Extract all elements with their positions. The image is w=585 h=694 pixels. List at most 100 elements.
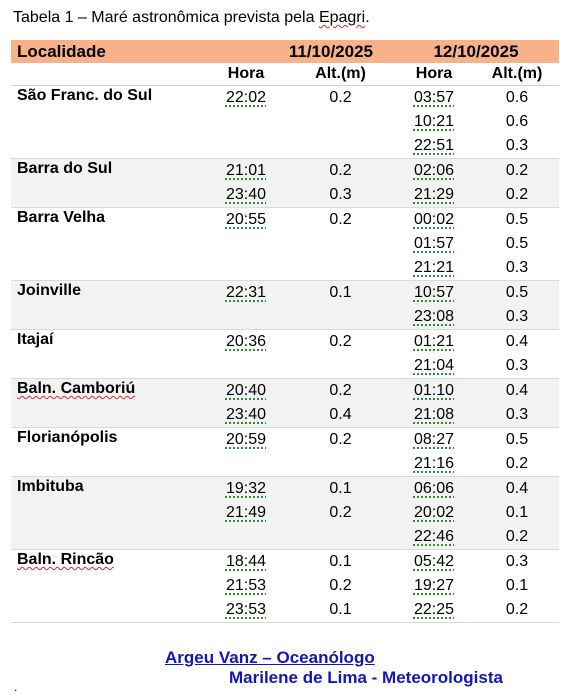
location-name-text: Barra do Sul [17, 160, 113, 177]
tide-height-day1: 0.4 [329, 406, 352, 423]
tide-time-day2: 05:42 [413, 553, 455, 570]
tide-height-day2: 0.5 [505, 284, 529, 301]
location-name: Barra Velha [11, 208, 204, 281]
location-name-text: Florianópolis [17, 429, 118, 446]
tide-time-day2: 22:46 [413, 528, 455, 545]
tide-time-day1-cell: 20:40 23:40 [204, 378, 288, 428]
subheader-hora-2: Hora [415, 65, 453, 82]
tide-time-day1: 19:32 [225, 480, 267, 497]
tide-height-day1: 0.2 [329, 504, 352, 521]
tide-time-day2: 21:21 [413, 259, 455, 276]
tide-time-day1: 23:40 [225, 406, 267, 423]
tide-height-day2: 0.2 [505, 528, 529, 545]
tide-time-day1: 20:59 [225, 431, 267, 448]
tide-height-day1: 0.2 [329, 333, 352, 350]
tide-time-day1: 21:53 [225, 577, 267, 594]
table-row: Florianópolis 20:59 0.2 08:27 21:16 0.5 0.2 [11, 428, 559, 477]
tide-time-day2: 22:25 [413, 601, 455, 618]
tide-height-day2: 0.5 [505, 211, 529, 228]
tide-height-day1: 0.3 [329, 186, 352, 203]
location-name: Joinville [11, 280, 204, 330]
header-localidade: Localidade [11, 40, 204, 63]
tide-height-day1-cell: 0.2 [288, 428, 393, 477]
tide-height-day2-cell: 0.4 0.1 0.2 [475, 476, 559, 550]
tide-time-day2: 20:02 [413, 504, 455, 521]
tide-time-day2-cell: 01:10 21:08 [393, 378, 475, 428]
table-subheader-row: Hora Alt.(m) Hora Alt.(m) [11, 63, 559, 86]
tide-time-day1: 20:55 [225, 211, 267, 228]
tide-height-day2: 0.6 [505, 113, 529, 130]
tide-time-day1-cell: 19:32 21:49 [204, 476, 288, 550]
header-date-1: 11/10/2025 [204, 40, 393, 63]
author-meteorologist: Marilene de Lima - Meteorologista [229, 668, 503, 687]
tide-time-day1-cell: 22:31 [204, 280, 288, 330]
table-row: Baln. Rincão 18:44 21:53 23:53 0.1 0.2 0.1 05:4… [11, 550, 559, 623]
header-date-2: 12/10/2025 [393, 40, 559, 63]
tide-height-day1: 0.2 [329, 382, 352, 399]
tide-height-day2: 0.6 [505, 89, 529, 106]
author-oceanographer: Argeu Vanz – Oceanólogo [165, 648, 375, 667]
tide-time-day2-cell: 00:02 01:57 21:21 [393, 208, 475, 281]
tide-height-day1-cell: 0.2 [288, 330, 393, 379]
tide-height-day2-cell: 0.6 0.6 0.3 [475, 86, 559, 159]
subheader-alt-1: Alt.(m) [315, 65, 366, 82]
tide-height-day1-cell: 0.2 0.3 [288, 158, 393, 208]
tide-time-day1-cell: 20:36 [204, 330, 288, 379]
tide-time-day2-cell: 05:42 19:27 22:25 [393, 550, 475, 623]
tide-time-day2-cell: 01:21 21:04 [393, 330, 475, 379]
tide-time-day2: 10:57 [413, 284, 455, 301]
tide-height-day2: 0.1 [505, 577, 529, 594]
tide-height-day2-cell: 0.4 0.3 [475, 378, 559, 428]
tide-height-day2-cell: 0.5 0.3 [475, 280, 559, 330]
subheader-empty [11, 63, 204, 86]
footer-dot: . [14, 680, 18, 694]
tide-height-day2: 0.4 [505, 480, 529, 497]
tide-height-day2: 0.2 [505, 162, 529, 179]
tide-height-day2: 0.2 [505, 455, 529, 472]
tide-height-day1: 0.2 [329, 211, 352, 228]
tide-time-day2-cell: 08:27 21:16 [393, 428, 475, 477]
table-row: Barra do Sul 21:01 23:40 0.2 0.3 02:06 21:29 0.… [11, 158, 559, 208]
signature-block: Argeu Vanz – Oceanólogo Marilene de Lima… [0, 648, 585, 688]
tide-height-day1: 0.2 [329, 89, 352, 106]
location-name: Barra do Sul [11, 158, 204, 208]
location-name: Florianópolis [11, 428, 204, 477]
tide-time-day1: 20:40 [225, 382, 267, 399]
location-name: Imbituba [11, 476, 204, 550]
tide-time-day2: 01:57 [413, 235, 455, 252]
table-caption: Tabela 1 – Maré astronômica prevista pel… [13, 9, 370, 27]
tide-time-day1: 23:53 [225, 601, 267, 618]
tide-time-day2: 03:57 [413, 89, 455, 106]
tide-time-day1: 20:36 [225, 333, 267, 350]
tide-time-day1-cell: 22:02 [204, 86, 288, 159]
tide-height-day2: 0.2 [505, 186, 529, 203]
subheader-hora-1: Hora [227, 65, 265, 82]
location-name: São Franc. do Sul [11, 86, 204, 159]
location-name-text: São Franc. do Sul [17, 87, 153, 104]
tide-time-day2: 00:02 [413, 211, 455, 228]
tide-time-day1-cell: 20:59 [204, 428, 288, 477]
tide-height-day2: 0.5 [505, 235, 529, 252]
location-name-text: Baln. Camboriú [17, 380, 136, 397]
tide-time-day1: 21:01 [225, 162, 267, 179]
tide-height-day2-cell: 0.5 0.5 0.3 [475, 208, 559, 281]
tide-height-day1-cell: 0.2 0.4 [288, 378, 393, 428]
location-name: Baln. Camboriú [11, 378, 204, 428]
caption-agency: Epagri [318, 9, 366, 26]
table-row: Imbituba 19:32 21:49 0.1 0.2 06:06 20:02 22:46 0… [11, 476, 559, 550]
caption-text: Tabela 1 – Maré astronômica prevista pel… [13, 9, 319, 26]
table-row: Baln. Camboriú 20:40 23:40 0.2 0.4 01:10 21:08… [11, 378, 559, 428]
subheader-alt-2: Alt.(m) [491, 65, 543, 82]
location-name-text: Baln. Rincão [17, 551, 114, 568]
tide-time-day2: 08:27 [413, 431, 455, 448]
tide-height-day1: 0.1 [329, 284, 352, 301]
table-row: Itajaí 20:36 0.2 01:21 21:04 0.4 0.3 [11, 330, 559, 379]
tide-time-day1: 22:02 [225, 89, 267, 106]
tide-height-day1: 0.1 [329, 480, 352, 497]
tide-height-day2: 0.3 [505, 553, 529, 570]
tide-time-day1: 23:40 [225, 186, 267, 203]
tide-height-day1-cell: 0.2 [288, 86, 393, 159]
tide-time-day2: 23:08 [413, 308, 455, 325]
tide-height-day2: 0.4 [505, 333, 529, 350]
tide-time-day1-cell: 20:55 [204, 208, 288, 281]
